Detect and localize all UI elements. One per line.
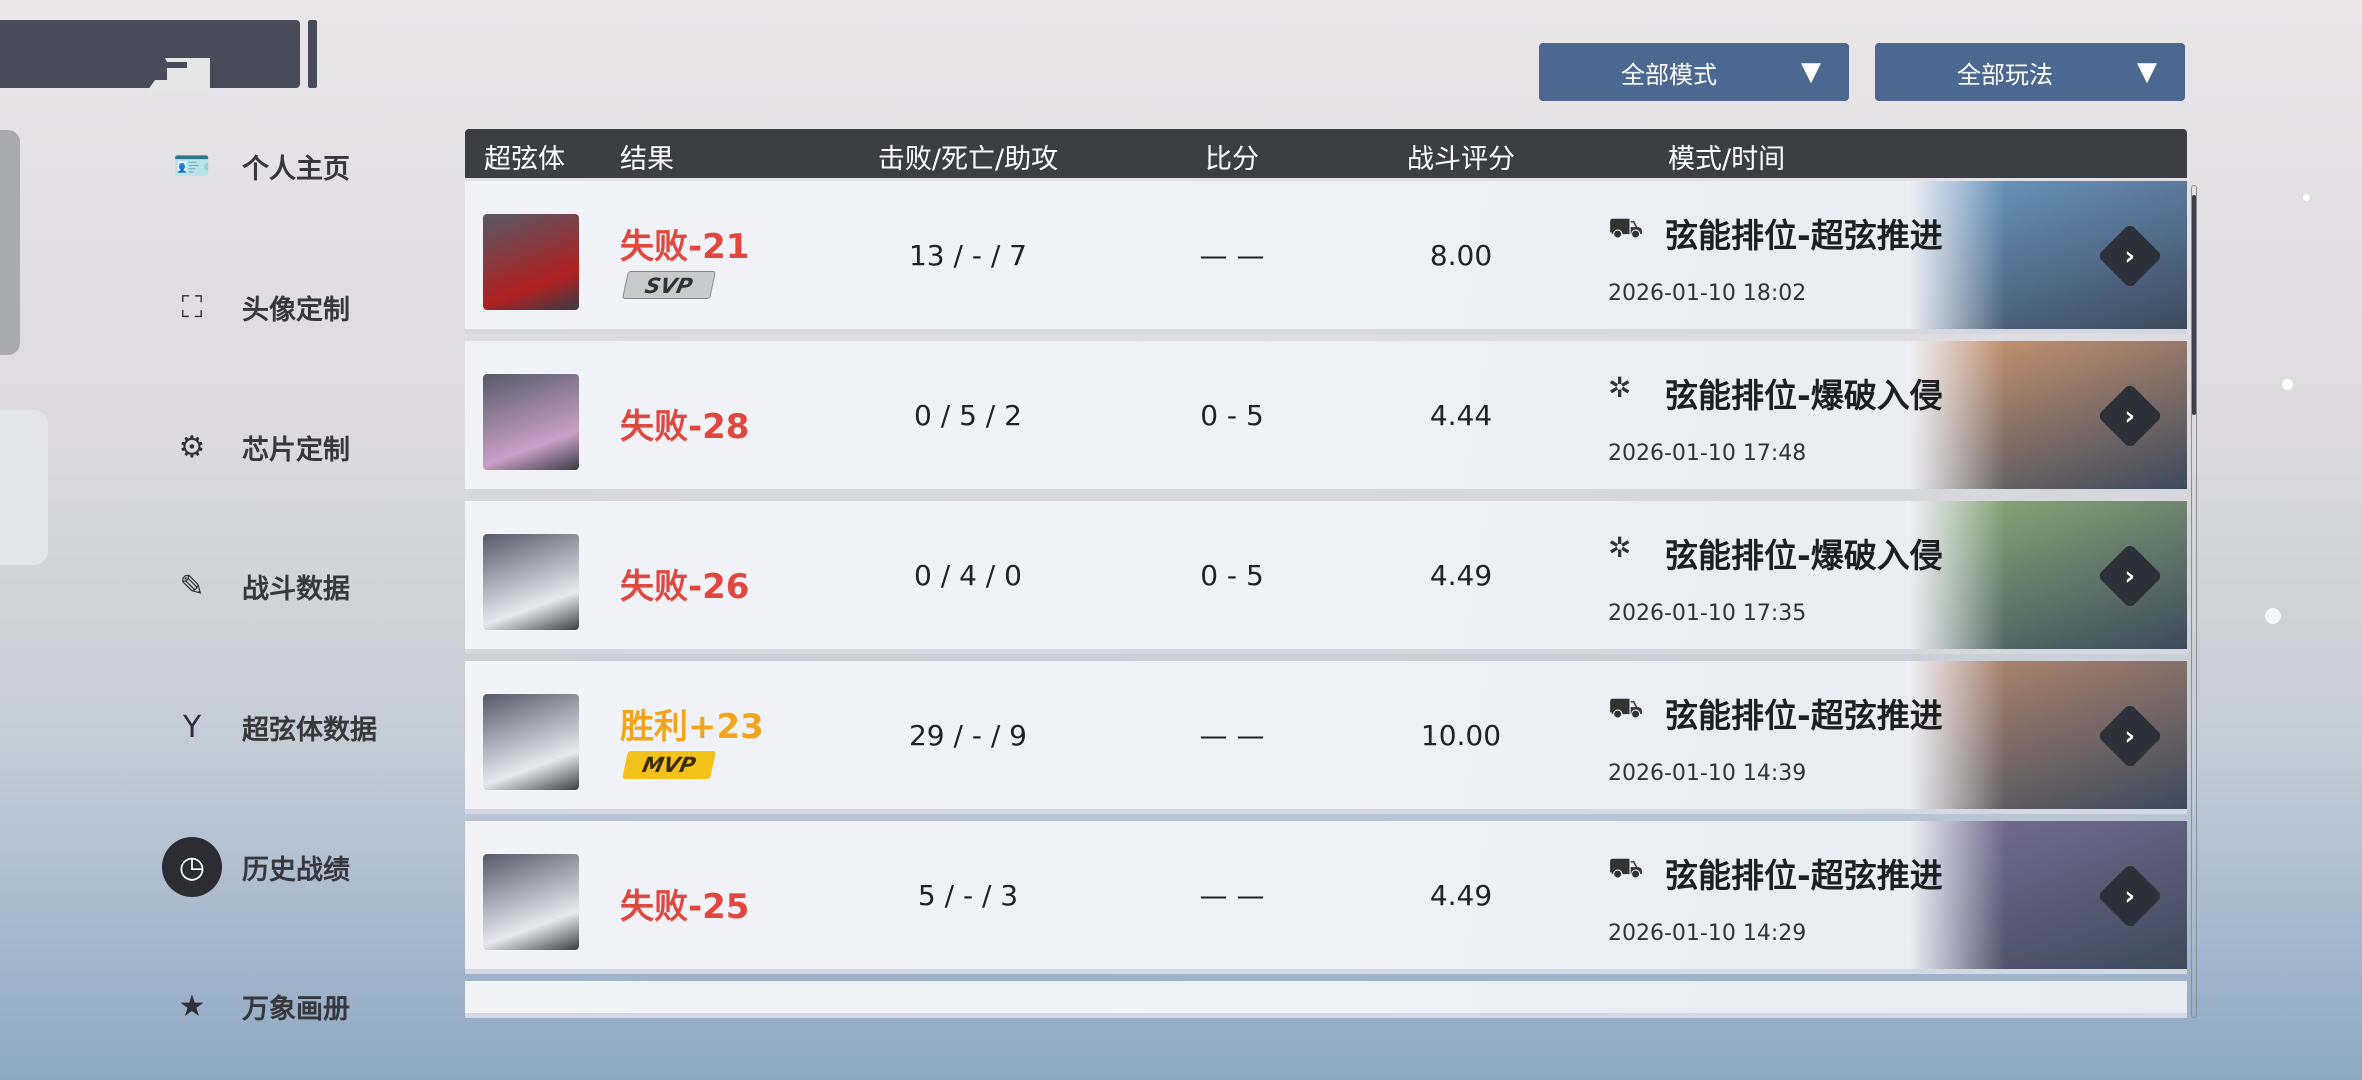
game-mode: 弦能排位-爆破入侵 (1665, 376, 1943, 415)
kda: 5 / - / 3 (917, 879, 1019, 912)
sidebar-item-0[interactable]: 🪪 个人主页 (160, 136, 350, 196)
match-result: 失败-26 (620, 567, 750, 607)
history-clock-icon: ◷ (162, 837, 222, 897)
side-panel-edge[interactable] (0, 130, 20, 355)
chip-gear-icon: ⚙ (178, 429, 206, 465)
sidebar-item-6[interactable]: ★ 万象画册 (160, 976, 350, 1036)
header-score: 比分 (1205, 144, 1259, 175)
chevron-right-icon: › (2124, 880, 2136, 912)
match-time: 2026-01-10 18:02 (1608, 281, 1807, 306)
back-arrow-icon (145, 58, 210, 94)
avatar-frame-icon: ⛶ (181, 289, 203, 325)
play-filter-label: 全部玩法 (1957, 60, 2053, 89)
match-result: 胜利+23 (620, 707, 764, 747)
kda: 13 / - / 7 (908, 239, 1027, 272)
chevron-right-icon: › (2124, 560, 2136, 592)
score: 0 - 5 (1200, 559, 1264, 592)
sparkle (2282, 379, 2293, 390)
sidebar-item-2[interactable]: ⚙ 芯片定制 (160, 417, 350, 477)
edit-document-icon: ✎ (179, 568, 205, 604)
match-time: 2026-01-10 14:39 (1608, 761, 1807, 786)
chevron-right-icon: › (2124, 240, 2136, 272)
truck-icon: ⛟ (1608, 211, 1644, 244)
badge: MVP (622, 751, 716, 779)
sparkle (2265, 608, 2281, 624)
battle-rating: 4.49 (1429, 879, 1493, 912)
mode-filter-label: 全部模式 (1621, 60, 1717, 89)
score: — — (1199, 719, 1265, 752)
kda: 0 / 4 / 0 (914, 559, 1022, 592)
match-time: 2026-01-10 17:35 (1608, 601, 1807, 626)
sidebar-item-label: 历史战绩 (242, 854, 350, 886)
match-result: 失败-25 (620, 887, 750, 927)
back-button[interactable] (0, 20, 300, 94)
bomb-icon: ✲ (1608, 371, 1632, 404)
battle-rating: 8.00 (1429, 239, 1493, 272)
game-mode: 弦能排位-超弦推进 (1665, 216, 1943, 255)
star-book-icon: ★ (178, 988, 206, 1024)
kda: 0 / 5 / 2 (914, 399, 1022, 432)
sidebar-item-label: 战斗数据 (242, 573, 350, 605)
table-row[interactable]: 失败-21 SVP 13 / - / 7 — — 8.00 ⛟ 弦能排位-超弦推… (465, 181, 2187, 334)
table-row[interactable]: 失败-28 0 / 5 / 2 0 - 5 4.44 ✲ 弦能排位-爆破入侵 2… (465, 341, 2187, 494)
id-card-icon: 🪪 (173, 148, 211, 184)
chevron-right-icon: › (2124, 720, 2136, 752)
sidebar-item-label: 万象画册 (242, 993, 350, 1025)
divider (308, 20, 317, 88)
table-row[interactable]: 胜利+23 MVP 29 / - / 9 — — 10.00 ⛟ 弦能排位-超弦… (465, 661, 2187, 814)
header-char: 超弦体 (484, 144, 565, 175)
game-mode: 弦能排位-超弦推进 (1665, 696, 1943, 735)
battle-rating: 10.00 (1420, 719, 1502, 752)
sidebar-item-1[interactable]: ⛶ 头像定制 (160, 277, 351, 337)
side-panel-tab[interactable] (0, 410, 48, 565)
triangle-down-icon: ▼ (2137, 57, 2157, 87)
play-filter-dropdown[interactable]: 全部玩法 ▼ (1875, 43, 2185, 101)
chevron-right-icon: › (2124, 400, 2136, 432)
match-time: 2026-01-10 14:29 (1608, 921, 1807, 946)
character-avatar (483, 214, 579, 310)
battle-rating: 4.44 (1429, 399, 1493, 432)
game-mode: 弦能排位-爆破入侵 (1665, 536, 1943, 575)
truck-icon: ⛟ (1608, 851, 1644, 884)
triangle-down-icon: ▼ (1801, 57, 1821, 87)
sidebar-item-4[interactable]: Y 超弦体数据 (160, 697, 377, 757)
header-result: 结果 (620, 144, 674, 175)
scrollbar-track[interactable] (2191, 185, 2197, 1018)
header-mode-time: 模式/时间 (1668, 144, 1786, 175)
character-avatar (483, 854, 579, 950)
character-avatar (483, 694, 579, 790)
character-avatar (483, 534, 579, 630)
header-kda: 击败/死亡/助攻 (877, 144, 1059, 175)
match-result: 失败-28 (620, 407, 750, 447)
sparkle (2303, 194, 2310, 201)
header-rating: 战斗评分 (1407, 144, 1515, 175)
y-emblem-icon: Y (182, 709, 202, 745)
game-mode: 弦能排位-超弦推进 (1665, 856, 1943, 895)
score: 0 - 5 (1200, 399, 1264, 432)
score: — — (1199, 239, 1265, 272)
kda: 29 / - / 9 (908, 719, 1027, 752)
bomb-icon: ✲ (1608, 531, 1632, 564)
table-row[interactable]: 失败-26 0 / 4 / 0 0 - 5 4.49 ✲ 弦能排位-爆破入侵 2… (465, 501, 2187, 654)
match-time: 2026-01-10 17:48 (1608, 441, 1807, 466)
badge: SVP (622, 271, 716, 299)
table-header: 超弦体 结果 击败/死亡/助攻 比分 战斗评分 模式/时间 (465, 129, 2187, 178)
table-row-partial[interactable] (465, 981, 2187, 1018)
sidebar-item-label: 个人主页 (242, 153, 350, 185)
score: — — (1199, 879, 1265, 912)
scrollbar-thumb[interactable] (2192, 195, 2196, 415)
sidebar-item-label: 超弦体数据 (242, 714, 377, 746)
match-result: 失败-21 (620, 227, 750, 267)
mode-filter-dropdown[interactable]: 全部模式 ▼ (1539, 43, 1849, 101)
sidebar-item-3[interactable]: ✎ 战斗数据 (160, 556, 350, 616)
table-row[interactable]: 失败-25 5 / - / 3 — — 4.49 ⛟ 弦能排位-超弦推进 202… (465, 821, 2187, 974)
sidebar-item-label: 头像定制 (242, 294, 350, 326)
truck-icon: ⛟ (1608, 691, 1644, 724)
character-avatar (483, 374, 579, 470)
sidebar-item-5[interactable]: ◷ 历史战绩 (160, 837, 350, 897)
sidebar-item-label: 芯片定制 (242, 434, 350, 466)
battle-rating: 4.49 (1429, 559, 1493, 592)
